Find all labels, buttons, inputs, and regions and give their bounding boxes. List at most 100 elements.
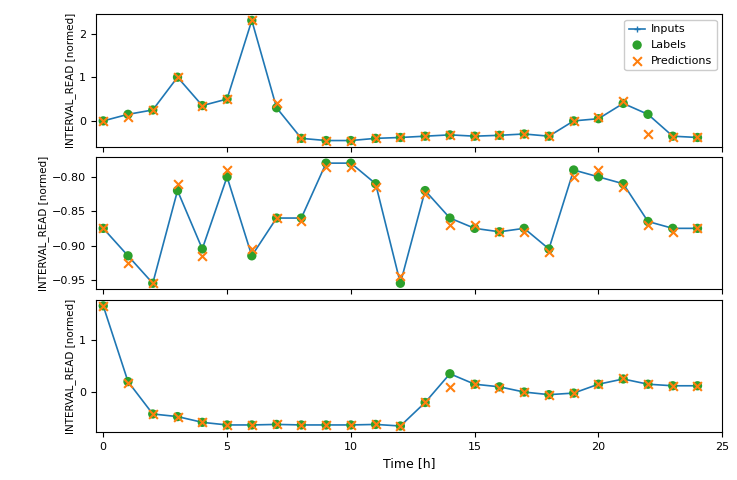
Point (97, 225, 109, 232)
Point (543, 391, 555, 398)
Inputs (421, 133, 430, 139)
Inputs (545, 133, 553, 139)
Point (370, 180, 382, 188)
Predictions (345, 137, 357, 144)
Predictions (618, 97, 629, 105)
Point (469, 380, 481, 388)
Point (469, 380, 481, 388)
Point (691, 225, 703, 232)
Inputs (693, 134, 702, 140)
Point (122, 259, 134, 266)
Point (593, 166, 604, 174)
Point (444, 214, 455, 222)
Point (122, 379, 134, 387)
Predictions (469, 132, 481, 140)
Point (296, 421, 307, 429)
Point (296, 217, 307, 225)
Line: Inputs: Inputs (100, 18, 700, 144)
Labels (196, 102, 208, 109)
Point (270, 214, 282, 222)
Inputs (520, 131, 528, 137)
Point (419, 399, 431, 407)
Point (494, 228, 506, 236)
Point (567, 389, 579, 397)
Point (618, 375, 629, 383)
Inputs (198, 103, 206, 108)
Inputs (297, 135, 306, 141)
Point (618, 374, 629, 382)
Point (518, 225, 530, 232)
Labels (147, 106, 158, 114)
Labels (320, 137, 332, 144)
Point (370, 183, 382, 191)
Point (494, 384, 506, 392)
Point (667, 228, 679, 236)
Predictions (642, 130, 654, 138)
Labels (494, 132, 506, 139)
Predictions (296, 134, 307, 142)
Point (122, 378, 134, 385)
Point (97, 225, 109, 232)
Point (296, 214, 307, 222)
Inputs (148, 107, 157, 113)
Labels (469, 132, 481, 140)
Inputs (223, 96, 231, 102)
Predictions (147, 106, 158, 114)
Point (667, 225, 679, 232)
Point (593, 173, 604, 180)
Inputs (668, 133, 677, 139)
Point (172, 187, 184, 194)
Point (642, 221, 654, 229)
Predictions (97, 117, 109, 125)
Point (345, 421, 357, 429)
X-axis label: Time [h]: Time [h] (383, 457, 436, 470)
Point (667, 382, 679, 390)
Point (97, 302, 109, 310)
Point (370, 420, 382, 428)
Point (642, 217, 654, 225)
Point (246, 252, 258, 260)
Point (97, 302, 109, 310)
Y-axis label: INTERVAL_READ [normed]: INTERVAL_READ [normed] (66, 13, 76, 148)
Point (419, 399, 431, 407)
Point (147, 410, 158, 418)
Point (518, 388, 530, 396)
Point (419, 190, 431, 198)
Labels (642, 110, 654, 118)
Labels (246, 17, 258, 24)
Inputs (99, 118, 108, 124)
Point (667, 382, 679, 390)
Predictions (246, 17, 258, 24)
Point (543, 245, 555, 253)
Labels (394, 133, 406, 141)
Inputs (445, 132, 454, 138)
Point (618, 183, 629, 191)
Point (270, 214, 282, 222)
Labels (370, 134, 382, 142)
Predictions (122, 113, 134, 120)
Labels (296, 134, 307, 142)
Labels (567, 117, 579, 125)
Point (567, 173, 579, 180)
Predictions (320, 137, 332, 144)
Point (444, 370, 455, 378)
Inputs (124, 111, 133, 117)
Predictions (494, 132, 506, 139)
Point (444, 383, 455, 391)
Labels (543, 132, 555, 140)
Predictions (394, 133, 406, 141)
Predictions (667, 133, 679, 141)
Point (270, 420, 282, 428)
Point (246, 421, 258, 429)
Labels (122, 110, 134, 118)
Point (691, 382, 703, 390)
Point (494, 228, 506, 236)
Point (543, 249, 555, 256)
Point (320, 163, 332, 170)
Inputs (594, 116, 603, 121)
Point (196, 245, 208, 253)
Inputs (569, 118, 578, 124)
Predictions (172, 73, 184, 81)
Labels (419, 132, 431, 140)
Point (394, 422, 406, 430)
